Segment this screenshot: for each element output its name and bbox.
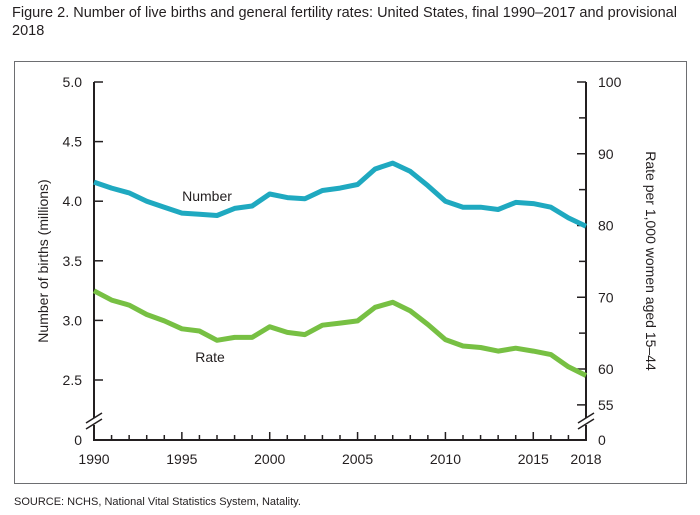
- chart-frame: [14, 61, 687, 484]
- left-y-tick-label: 3.0: [63, 312, 83, 328]
- figure-title: Figure 2. Number of live births and gene…: [12, 5, 677, 39]
- right-y-tick-label: 70: [598, 289, 614, 305]
- x-tick-label: 2005: [342, 451, 373, 467]
- series-label-rate: Rate: [195, 349, 225, 365]
- right-y-tick-label: 55: [598, 397, 614, 413]
- x-tick-label: 2015: [518, 451, 549, 467]
- right-axis-title: Rate per 1,000 women aged 15–44: [643, 151, 659, 371]
- left-axis-break-mark: [85, 412, 103, 424]
- left-axis-break-mark: [85, 418, 103, 430]
- left-axis-title: Number of births (millions): [35, 179, 51, 342]
- right-axis-break-mark: [577, 412, 595, 424]
- right-axis-break-mark: [577, 418, 595, 430]
- right-y-tick-label: 100: [598, 74, 622, 90]
- left-y-tick-label: 4.0: [63, 193, 83, 209]
- series-label-number: Number: [182, 188, 232, 204]
- left-y-tick-label: 4.5: [63, 134, 83, 150]
- right-y-tick-label: 90: [598, 146, 614, 162]
- left-y-tick-label: 0: [74, 432, 82, 448]
- left-y-tick-label: 3.5: [63, 253, 83, 269]
- right-y-tick-label: 80: [598, 218, 614, 234]
- x-tick-label: 2000: [254, 451, 285, 467]
- right-y-tick-label: 60: [598, 361, 614, 377]
- series-line-rate: [92, 288, 588, 378]
- source-note: SOURCE: NCHS, National Vital Statistics …: [14, 496, 301, 508]
- series-line-number: [93, 160, 588, 229]
- right-y-tick-label: 0: [598, 432, 606, 448]
- x-tick-label: 1990: [78, 451, 109, 467]
- x-tick-label: 2018: [570, 451, 601, 467]
- left-y-tick-label: 5.0: [63, 74, 83, 90]
- x-tick-label: 2010: [430, 451, 461, 467]
- left-y-tick-label: 2.5: [63, 372, 83, 388]
- x-tick-label: 1995: [166, 451, 197, 467]
